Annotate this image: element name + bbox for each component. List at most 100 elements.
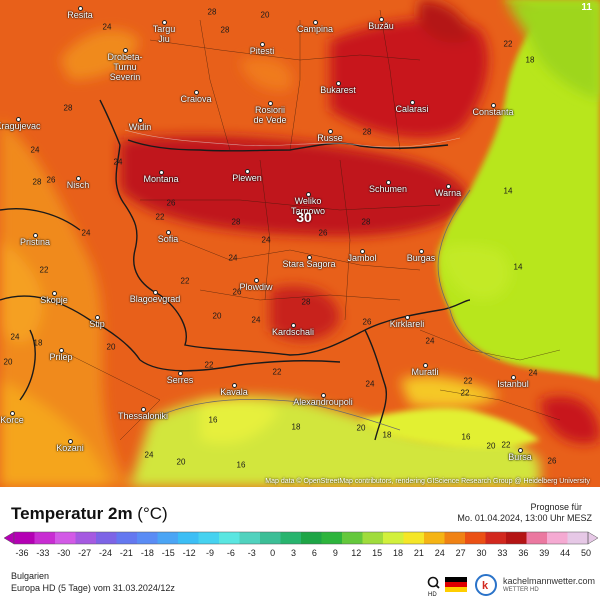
city-marker — [307, 255, 312, 260]
scale-tick-label: -24 — [99, 548, 113, 558]
city-marker — [511, 375, 516, 380]
scale-swatch — [34, 532, 56, 544]
scale-swatch — [14, 532, 35, 544]
legend-title: Temperatur 2m (°C) — [11, 504, 168, 523]
scale-swatch — [301, 532, 322, 544]
city-marker — [178, 371, 183, 376]
max-temperature-label: 30 — [296, 209, 312, 225]
city-marker — [10, 411, 15, 416]
city-label: Warna — [434, 188, 462, 198]
scale-swatch — [465, 532, 486, 544]
city-label: Pitesti — [249, 46, 275, 56]
city-label: Serres — [166, 375, 194, 385]
isotherm-label: 20 — [356, 423, 366, 433]
germany-flag-icon[interactable] — [445, 577, 467, 592]
city-label: Blagoevgrad — [129, 294, 181, 304]
isotherm-label: 28 — [220, 25, 230, 35]
temperature-map[interactable]: Resita Targu Jiu Campina Buzău Drobeta- Turnu S… — [0, 0, 600, 487]
city-marker — [159, 170, 164, 175]
isotherm-label: 26 — [362, 317, 372, 327]
city-marker — [52, 291, 57, 296]
legend-unit: (°C) — [137, 504, 168, 523]
city-marker — [306, 192, 311, 197]
temperature-color-scale — [3, 531, 599, 545]
isotherm-label: 22 — [503, 39, 513, 49]
scale-tick-label: 0 — [270, 548, 276, 558]
scale-swatch — [137, 532, 158, 544]
scale-tick-label: 12 — [351, 548, 362, 558]
city-marker — [260, 42, 265, 47]
city-label: Drobeta- Turnu Severin — [107, 52, 143, 82]
city-label: Kragujevac — [0, 121, 41, 131]
city-label: Kardschali — [271, 327, 315, 337]
isotherm-label: 20 — [3, 357, 13, 367]
scale-ticks: -36 -33 -30 -27 -24 -21 -18 -15 -12 -9 -6 -3 0 3 6 9 12 1… — [0, 548, 600, 560]
forecast-label: Prognose für — [530, 502, 582, 512]
isotherm-label: 24 — [113, 157, 123, 167]
isotherm-label: 20 — [260, 10, 270, 20]
map-canvas — [0, 0, 600, 487]
isotherm-label: 24 — [228, 253, 238, 263]
isotherm-label: 22 — [501, 440, 511, 450]
city-label: Prilep — [49, 352, 73, 362]
kachelmann-logo-icon[interactable]: k — [475, 574, 497, 596]
city-label: Buzău — [368, 21, 394, 31]
city-marker — [379, 17, 384, 22]
scale-swatch — [506, 532, 527, 544]
city-label: Thessaloniki — [117, 411, 169, 421]
city-label: Russe — [317, 133, 343, 143]
city-label: Calarasi — [395, 104, 429, 114]
city-label: Stip — [89, 319, 105, 329]
isotherm-label: 28 — [231, 217, 241, 227]
city-marker — [268, 101, 273, 106]
isotherm-label: 26 — [46, 175, 56, 185]
isotherm-label: 24 — [425, 336, 435, 346]
scale-tick-label: -36 — [15, 548, 29, 558]
city-label: Weliko Tarnowo — [290, 196, 326, 216]
city-label: Muratli — [411, 367, 439, 377]
city-label: Plowdiw — [239, 282, 273, 292]
search-hd-icon[interactable]: HD — [427, 576, 440, 599]
isotherm-label: 22 — [204, 360, 214, 370]
city-label: Targu Jiu — [152, 24, 176, 44]
isotherm-label: 24 — [10, 332, 20, 342]
isotherm-label: 28 — [362, 127, 372, 137]
isotherm-label: 24 — [251, 315, 261, 325]
isotherm-label: 26 — [547, 456, 557, 466]
svg-text:k: k — [482, 580, 489, 592]
brand-name: kachelmannwetter.com — [503, 576, 596, 586]
scale-swatch — [362, 532, 384, 544]
scale-tick-label: 3 — [291, 548, 297, 558]
scale-swatch — [424, 532, 445, 544]
scale-tick-label: -33 — [36, 548, 50, 558]
scale-tick-label: -30 — [57, 548, 71, 558]
city-label: Kirklareli — [389, 319, 425, 329]
map-credits: Map data © OpenStreetMap contributors, r… — [265, 478, 590, 485]
scale-tick-label: 44 — [560, 548, 571, 558]
isotherm-label: 26 — [232, 287, 242, 297]
isotherm-label: 18 — [525, 55, 535, 65]
scale-tick-label: 33 — [497, 548, 508, 558]
scale-tick-label: 30 — [476, 548, 487, 558]
scale-swatch — [444, 532, 466, 544]
hd-label: HD — [428, 592, 437, 598]
isotherm-label: 24 — [365, 379, 375, 389]
scale-tick-label: 50 — [580, 548, 592, 558]
city-label: Campina — [296, 24, 334, 34]
isotherm-label: 14 — [513, 262, 523, 272]
isotherm-label: 20 — [106, 342, 116, 352]
zoom-indicator: 11 — [581, 2, 592, 13]
isotherm-label: 26 — [166, 198, 176, 208]
city-label: Kozani — [56, 443, 84, 453]
isotherm-label: 26 — [318, 228, 328, 238]
city-marker — [491, 103, 496, 108]
city-marker — [141, 407, 146, 412]
isotherm-label: 20 — [486, 441, 496, 451]
isotherm-label: 24 — [30, 145, 40, 155]
city-label: Rosiorii de Vede — [253, 105, 287, 125]
city-label: Resita — [67, 10, 93, 20]
scale-swatch — [342, 532, 363, 544]
city-marker — [419, 249, 424, 254]
scale-tick-label: 18 — [392, 548, 404, 558]
city-label: Alexandroupoli — [293, 397, 353, 407]
